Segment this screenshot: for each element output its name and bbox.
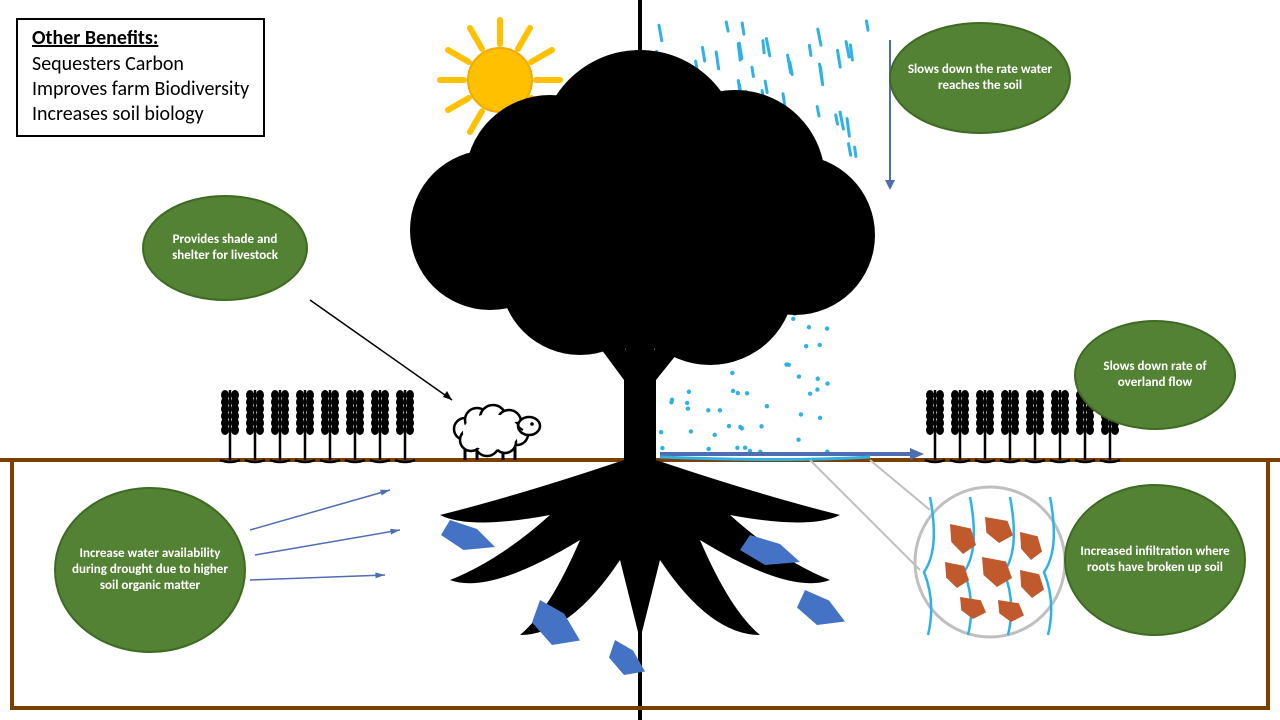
- bubble-slows-soil: Slows down the rate water reaches the so…: [890, 23, 1070, 133]
- bubble-text: Provides shade and shelter for livestock: [153, 232, 297, 265]
- diagram-stage: Other Benefits: Sequesters Carbon Improv…: [0, 0, 1280, 720]
- bubble-text: Slows down rate of overland flow: [1085, 359, 1225, 392]
- bubble-shade: Provides shade and shelter for livestock: [143, 196, 307, 300]
- bubble-text: Slows down the rate water reaches the so…: [900, 62, 1060, 95]
- bubble-overland: Slows down rate of overland flow: [1075, 321, 1235, 429]
- soil-frame: [10, 460, 1270, 710]
